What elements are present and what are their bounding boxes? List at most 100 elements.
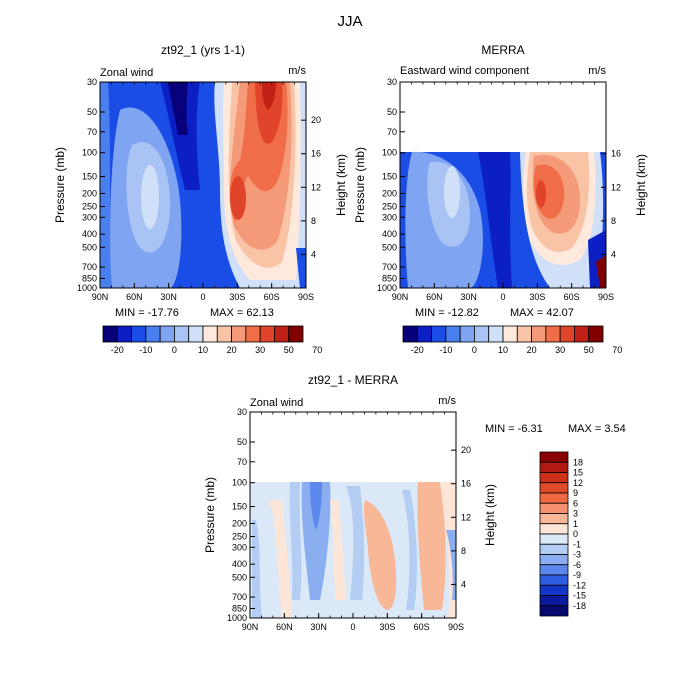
y-tick-label: 250 — [82, 202, 97, 212]
colorbar: -20 -10 0 10 20 30 50 70 — [402, 325, 622, 355]
x-tick-label: 30N — [160, 292, 177, 302]
colorbar-swatch — [539, 451, 569, 463]
colorbar-swatch — [474, 325, 490, 343]
x-tick-label: 60S — [264, 292, 280, 302]
colorbar: -20 -10 0 10 20 30 50 70 — [102, 325, 322, 355]
page-title: JJA — [337, 13, 362, 30]
y-axis-label: Pressure (mb) — [353, 147, 367, 223]
y-tick-label: 700 — [82, 262, 97, 272]
y-tick-label: 700 — [232, 592, 247, 602]
colorbar-swatch — [539, 554, 569, 566]
colorbar-label: 1 — [573, 519, 578, 529]
colorbar-label: 30 — [555, 345, 565, 355]
y-tick-label: 50 — [387, 107, 397, 117]
colorbar-label: -9 — [573, 570, 581, 580]
y2-tick-label: 8 — [461, 546, 466, 556]
y-tick-label: 50 — [87, 107, 97, 117]
y-tick-label: 400 — [232, 559, 247, 569]
contour-fill — [444, 166, 460, 218]
y2-tick-label: 4 — [461, 579, 466, 589]
contour-fill — [289, 482, 302, 600]
y2-tick-label: 20 — [461, 445, 471, 455]
colorbar-swatch — [288, 325, 304, 343]
y-tick-label: 300 — [82, 212, 97, 222]
colorbar-label: -18 — [573, 601, 586, 611]
colorbar-swatch — [539, 482, 569, 494]
contour-fill — [160, 82, 200, 190]
colorbar-swatch — [539, 461, 569, 473]
contour-fill — [330, 500, 346, 600]
x-tick-label: 60N — [126, 292, 143, 302]
colorbar-swatch — [516, 325, 532, 343]
colorbar-swatch — [145, 325, 161, 343]
colorbar-label: 70 — [312, 345, 322, 355]
y-tick-label: 100 — [232, 478, 247, 488]
y-axis-label: Pressure (mb) — [203, 477, 217, 553]
colorbar-swatch — [502, 325, 518, 343]
colorbar-label: -15 — [573, 591, 586, 601]
max-label: MAX = 42.07 — [510, 307, 574, 319]
colorbar-swatch — [539, 492, 569, 504]
y2-tick-label: 4 — [611, 249, 616, 259]
colorbar-swatch — [459, 325, 475, 343]
contour-fill — [268, 500, 292, 618]
colorbar-label: 0 — [172, 345, 177, 355]
colorbar-label: 12 — [573, 478, 583, 488]
axes: 90N 60N 30N 0 30S 60S 90S 30 50 70 100 150 200 250300… — [77, 77, 321, 302]
contour-fill — [100, 82, 112, 288]
colorbar-label: 30 — [255, 345, 265, 355]
colorbar-label: 50 — [284, 345, 294, 355]
y2-tick-label: 12 — [461, 512, 471, 522]
contour-fill — [262, 82, 276, 110]
colorbar-label: -12 — [573, 580, 586, 590]
colorbar-swatch — [202, 325, 218, 343]
y-tick-label: 850 — [382, 273, 397, 283]
colorbar-swatch — [102, 325, 118, 343]
colorbar-swatch — [116, 325, 132, 343]
colorbar-swatch — [274, 325, 290, 343]
x-tick-label: 30S — [229, 292, 245, 302]
min-label: MIN = -17.76 — [115, 307, 179, 319]
y-tick-label: 300 — [232, 542, 247, 552]
contour-fill — [230, 176, 246, 220]
x-tick-label: 60S — [564, 292, 580, 302]
colorbar-swatch — [259, 325, 275, 343]
min-label: MIN = -6.31 — [485, 423, 543, 435]
contour-fill — [536, 180, 546, 208]
y2-axis-label: Height (km) — [334, 154, 348, 216]
panel-title: zt92_1 - MERRA — [308, 373, 398, 387]
colorbar-swatch — [488, 325, 504, 343]
colorbar-swatch — [539, 513, 569, 525]
colorbar-swatch — [539, 502, 569, 514]
panel-title: MERRA — [481, 43, 524, 57]
y-tick-label: 150 — [232, 502, 247, 512]
y-tick-label: 200 — [382, 188, 397, 198]
colorbar-swatch — [531, 325, 547, 343]
colorbar-label: 0 — [472, 345, 477, 355]
colorbar-label: 10 — [498, 345, 508, 355]
contour-fill — [346, 486, 365, 600]
axes: 90N 60N 30N 0 30S 60S 90S 30 50 70 100 150 200 250300… — [377, 77, 621, 302]
x-tick-label: 60S — [414, 622, 430, 632]
y-tick-label: 70 — [87, 127, 97, 137]
colorbar-swatch — [131, 325, 147, 343]
panel-units: m/s — [588, 65, 606, 77]
colorbar-swatch — [539, 574, 569, 586]
colorbar-label: -20 — [411, 345, 424, 355]
colorbar-swatch — [445, 325, 461, 343]
y2-tick-label: 8 — [311, 216, 316, 226]
y-tick-label: 300 — [382, 212, 397, 222]
y2-tick-label: 4 — [311, 249, 316, 259]
y-tick-label: 1000 — [377, 283, 397, 293]
colorbar-label: 18 — [573, 457, 583, 467]
colorbar-label: -3 — [573, 550, 581, 560]
x-tick-label: 0 — [500, 292, 505, 302]
panel-title: zt92_1 (yrs 1-1) — [161, 43, 245, 57]
contour-field — [100, 82, 306, 288]
colorbar-swatch — [574, 325, 590, 343]
colorbar-label: -10 — [439, 345, 452, 355]
axes: 90N 60N 30N 0 30S 60S 90S 30 50 70 100 150 200 250300… — [227, 407, 471, 632]
y2-tick-label: 16 — [311, 149, 321, 159]
